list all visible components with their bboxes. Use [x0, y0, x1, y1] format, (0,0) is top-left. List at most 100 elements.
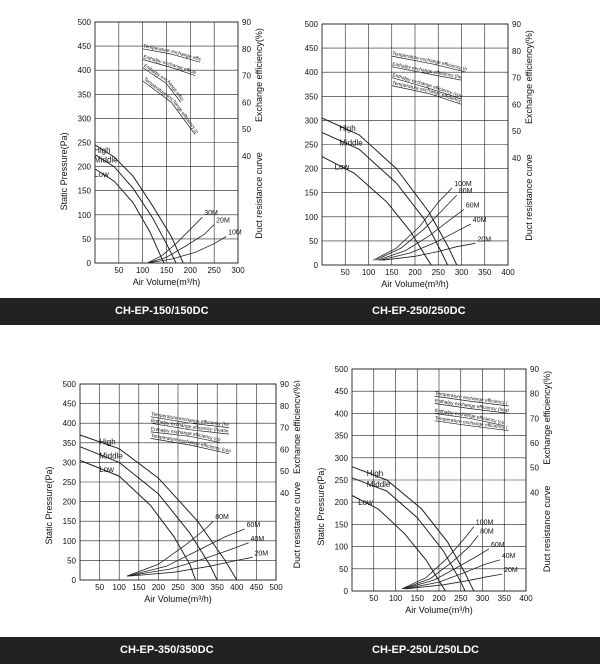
x-tick-label: 100 — [362, 268, 376, 277]
y-tick-label: 400 — [305, 68, 319, 77]
fan-curve-high — [351, 466, 475, 592]
plot-frame — [351, 368, 527, 592]
duct-curve-80m — [375, 194, 458, 261]
duct-curve-20m — [128, 556, 253, 577]
model-title-150: CH-EP-150/150DC — [115, 305, 209, 317]
x-tick-label: 300 — [231, 266, 245, 275]
y2-tick-label: 50 — [530, 464, 539, 473]
y-tick-label: 500 — [63, 380, 77, 389]
duct-curve-100m — [401, 526, 475, 590]
y-tick-label: 350 — [305, 92, 319, 101]
y-tick-label: 50 — [67, 556, 76, 565]
y-tick-label: 300 — [63, 458, 77, 467]
x-tick-label: 50 — [114, 266, 123, 275]
y2-tick-label: 40 — [242, 152, 251, 161]
y-tick-label: 450 — [78, 42, 92, 51]
duct-curve-label: 80M — [459, 188, 473, 195]
y2-tick-label: 80 — [512, 47, 521, 56]
x-tick-label: 200 — [408, 268, 422, 277]
chart-svg: 50 100 150 200 250 300 350 400 0 50 100 150 200 250 30… — [300, 355, 552, 615]
fan-curve-high — [94, 144, 184, 264]
y-tick-label: 300 — [305, 116, 319, 125]
duct-curve-20m — [147, 224, 215, 264]
x-tick-label: 200 — [152, 583, 166, 592]
x-axis-label: Air Volume(m³/h) — [133, 277, 201, 287]
fan-curve-middle — [321, 131, 449, 266]
y-tick-label: 0 — [314, 261, 319, 270]
y-tick-label: 150 — [63, 517, 77, 526]
chart-panel-250l: 50 100 150 200 250 300 350 400 0 50 100 150 200 250 30… — [300, 355, 600, 635]
y2-tick-label: 70 — [530, 414, 539, 423]
grid — [95, 21, 239, 264]
y-tick-label: 400 — [335, 409, 349, 418]
efficiency-curve — [391, 85, 462, 105]
y-tick-label: 350 — [63, 439, 77, 448]
duct-curve-60m — [377, 209, 465, 261]
duct-curve-40m — [405, 559, 501, 590]
efficiency-curve-label: Enthalpy exchange efficiency (cooling) — [300, 0, 463, 100]
duct-curve-label: 60M — [491, 542, 505, 549]
x-tick-label: 150 — [132, 583, 146, 592]
fan-curve-low — [79, 459, 197, 581]
efficiency-curve — [150, 416, 230, 428]
duct-curve-label: 100M — [476, 520, 494, 527]
x-tick-label: 100 — [136, 266, 150, 275]
y2-axis-label: Exchange efficiency(%) — [292, 380, 300, 474]
fan-curve-label: Middle — [339, 138, 363, 147]
efficiency-curve — [391, 77, 462, 100]
model-title-250l: CH-EP-250L/250LDC — [372, 644, 479, 656]
efficiency-curve-label: Enthalpy exchange efficiency (cooling) — [300, 355, 505, 426]
duct-curve-label: 40M — [251, 536, 265, 543]
y-tick-label: 400 — [78, 66, 92, 75]
plot-frame — [321, 23, 509, 266]
chart-svg: 50 100 150 200 250 300 350 400 450 500 0 50 100 150 20… — [0, 365, 300, 604]
efficiency-curve-label: Temperature exchange efficiency (heating… — [0, 0, 202, 63]
duct-curve-10m — [147, 236, 227, 264]
duct-curve-label: 20M — [216, 217, 230, 224]
efficiency-curve — [434, 413, 505, 427]
duct-curve-label: 20M — [477, 236, 491, 243]
efficiency-curve — [142, 67, 182, 103]
duct-curve-label: 80M — [480, 529, 494, 536]
x-tick-label: 300 — [191, 583, 205, 592]
y-axis-label: Static Pressure(Pa) — [316, 468, 326, 546]
chart-panel-150: 50 100 150 200 250 300 0 50 100 150 200 250 300 350 40… — [0, 0, 300, 296]
y2-tick-label: 40 — [280, 489, 289, 498]
duct-curve-label: 30M — [204, 210, 218, 217]
efficiency-curve — [150, 438, 230, 455]
x-tick-label: 500 — [269, 583, 283, 592]
fan-curve-low — [94, 168, 165, 264]
x-tick-label: 200 — [184, 266, 198, 275]
y2-tick-label: 60 — [242, 98, 251, 107]
y-axis-label: Static Pressure(Pa) — [59, 132, 69, 210]
efficiency-curve — [434, 395, 509, 407]
efficiency-curve-label: Enthalpy exchange efficiency (heating) — [0, 0, 197, 76]
duct-axis-label: Duct resistance curve — [292, 482, 300, 569]
duct-curve-20m — [382, 242, 476, 261]
duct-curve-label: 60M — [466, 203, 480, 210]
y-tick-label: 0 — [87, 259, 92, 268]
y-tick-label: 500 — [78, 18, 92, 27]
x-tick-label: 250 — [454, 594, 468, 603]
y-tick-label: 350 — [335, 432, 349, 441]
efficiency-curve — [391, 55, 467, 73]
y-tick-label: 450 — [63, 400, 77, 409]
y2-axis-label: Exchange efficiency(%) — [542, 371, 552, 465]
fan-curve-label: Middle — [94, 156, 118, 165]
y2-tick-label: 80 — [530, 390, 539, 399]
y-tick-label: 300 — [335, 454, 349, 463]
y2-tick-label: 50 — [242, 125, 251, 134]
fan-curve-label: Low — [335, 162, 350, 171]
y2-tick-label: 60 — [512, 100, 521, 109]
efficiency-curve-label: Temperature exchange efficiency (heating… — [300, 0, 468, 73]
duct-axis-label: Duct resistance curve — [524, 154, 534, 241]
y2-tick-label: 70 — [280, 424, 289, 433]
efficiency-curve — [142, 48, 200, 63]
efficiency-curve — [142, 59, 196, 76]
y-tick-label: 350 — [78, 90, 92, 99]
duct-curve-label: 40M — [473, 217, 487, 224]
fan-curve-label: High — [94, 146, 110, 155]
duct-curve-label: 10M — [228, 229, 242, 236]
x-tick-label: 50 — [95, 583, 104, 592]
x-tick-label: 300 — [476, 594, 490, 603]
